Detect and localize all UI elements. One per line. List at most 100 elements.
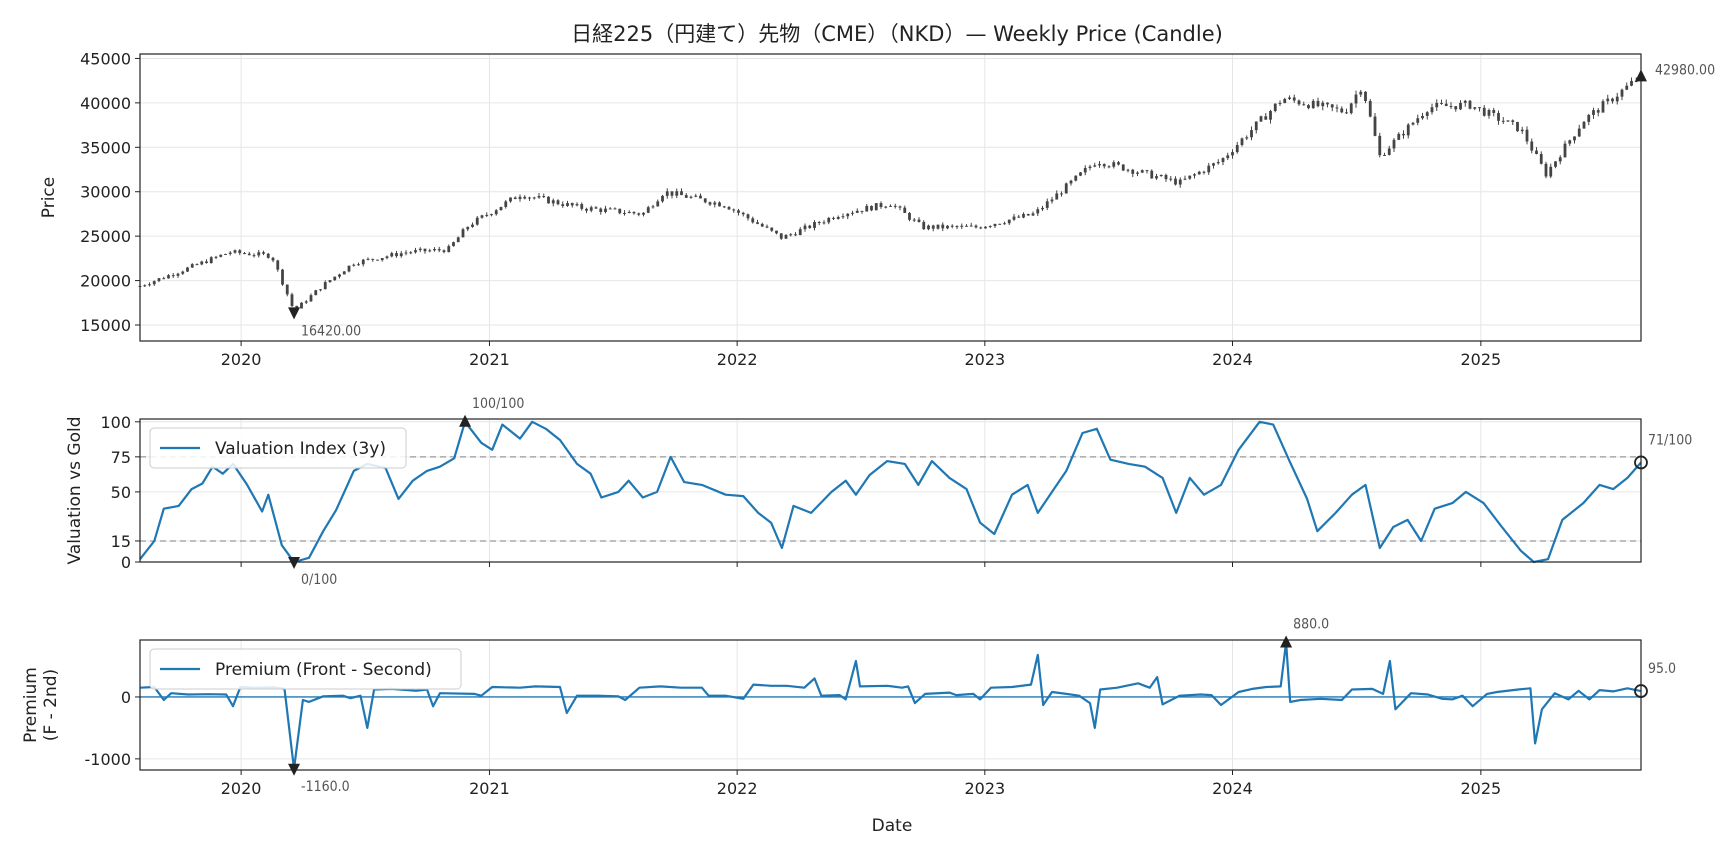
candle-body bbox=[1003, 223, 1006, 225]
candle bbox=[1539, 151, 1543, 165]
candle bbox=[475, 216, 479, 226]
candle bbox=[1254, 121, 1258, 134]
candle bbox=[580, 202, 584, 211]
candle bbox=[917, 217, 921, 223]
candle bbox=[651, 204, 655, 209]
candle-body bbox=[347, 265, 351, 272]
candle-body bbox=[205, 261, 208, 264]
candle-body bbox=[575, 204, 579, 206]
y-tick-label: -1000 bbox=[85, 750, 132, 769]
candle bbox=[893, 203, 897, 209]
candle bbox=[979, 226, 983, 230]
candle bbox=[1459, 100, 1462, 111]
candle-body bbox=[414, 250, 417, 253]
candle bbox=[504, 200, 508, 209]
candle bbox=[665, 188, 669, 199]
candle-body bbox=[1041, 207, 1044, 210]
candle-body bbox=[176, 273, 180, 276]
candle bbox=[418, 247, 422, 253]
candle bbox=[1620, 88, 1624, 101]
candle-body bbox=[471, 224, 474, 227]
candle-body bbox=[1273, 103, 1277, 111]
candle-body bbox=[751, 218, 755, 223]
candle-body bbox=[1615, 96, 1619, 102]
candle-body bbox=[1107, 166, 1111, 168]
candle bbox=[380, 257, 384, 262]
candle bbox=[779, 233, 783, 240]
candle bbox=[338, 273, 341, 279]
candle-body bbox=[423, 248, 427, 252]
candle bbox=[190, 263, 194, 269]
candle-body bbox=[955, 226, 959, 228]
candle bbox=[1321, 100, 1325, 111]
candle-body bbox=[1345, 112, 1348, 114]
candle bbox=[960, 223, 964, 229]
annotation-label: -1160.0 bbox=[301, 779, 350, 795]
candle-body bbox=[580, 204, 584, 209]
candle-body bbox=[404, 252, 408, 254]
candle-body bbox=[984, 226, 987, 229]
candle bbox=[727, 206, 731, 210]
candle-body bbox=[556, 200, 560, 205]
candle-body bbox=[1435, 102, 1439, 108]
candle bbox=[1326, 102, 1329, 108]
candle-body bbox=[969, 225, 973, 227]
candle bbox=[485, 212, 489, 217]
candle bbox=[342, 271, 346, 275]
candle bbox=[1577, 124, 1581, 138]
candle-body bbox=[1558, 157, 1562, 162]
candle-body bbox=[1563, 143, 1567, 158]
candle-body bbox=[1150, 170, 1154, 179]
candle bbox=[219, 254, 223, 258]
candle-body bbox=[637, 213, 641, 215]
candle-body bbox=[1098, 164, 1101, 166]
candle bbox=[841, 213, 845, 219]
candle bbox=[732, 208, 736, 213]
candle-body bbox=[1340, 108, 1344, 113]
candle-body bbox=[642, 212, 645, 215]
candle-body bbox=[437, 249, 441, 251]
candle bbox=[912, 217, 916, 222]
candle bbox=[195, 263, 199, 266]
candle-body bbox=[238, 250, 242, 254]
candle bbox=[1098, 161, 1101, 168]
candle bbox=[1269, 109, 1272, 124]
candle-body bbox=[599, 208, 603, 212]
candle-body bbox=[167, 275, 170, 279]
candle bbox=[1193, 173, 1196, 179]
candle-body bbox=[665, 191, 669, 196]
candle bbox=[162, 276, 166, 280]
candle bbox=[680, 188, 683, 196]
candle bbox=[566, 200, 569, 207]
annotation-label: 71/100 bbox=[1648, 432, 1692, 448]
candle-body bbox=[627, 211, 631, 214]
candle bbox=[936, 224, 940, 230]
candle-body bbox=[366, 258, 370, 260]
candle-body bbox=[1373, 116, 1377, 136]
candle-body bbox=[485, 214, 489, 216]
candle bbox=[423, 248, 427, 254]
candle-body bbox=[532, 197, 536, 199]
candle-body bbox=[1183, 178, 1187, 180]
candle-body bbox=[699, 195, 702, 199]
candle bbox=[1017, 214, 1021, 218]
candle-body bbox=[1592, 110, 1595, 115]
candle bbox=[661, 194, 664, 203]
candle-body bbox=[903, 207, 907, 213]
candle-body bbox=[1625, 85, 1629, 90]
candle-body bbox=[323, 282, 327, 290]
candle-body bbox=[1278, 103, 1282, 105]
candle bbox=[314, 289, 318, 296]
candle-body bbox=[998, 223, 1002, 225]
annotation-label: 880.0 bbox=[1293, 616, 1329, 632]
candle bbox=[466, 226, 470, 232]
candle-body bbox=[504, 201, 508, 207]
candle-body bbox=[1454, 106, 1458, 110]
candle-body bbox=[452, 242, 455, 247]
candle-body bbox=[380, 258, 384, 261]
candle bbox=[1525, 126, 1529, 145]
annotation-label: 100/100 bbox=[472, 396, 524, 412]
candle bbox=[1378, 132, 1382, 158]
candle bbox=[281, 268, 284, 286]
